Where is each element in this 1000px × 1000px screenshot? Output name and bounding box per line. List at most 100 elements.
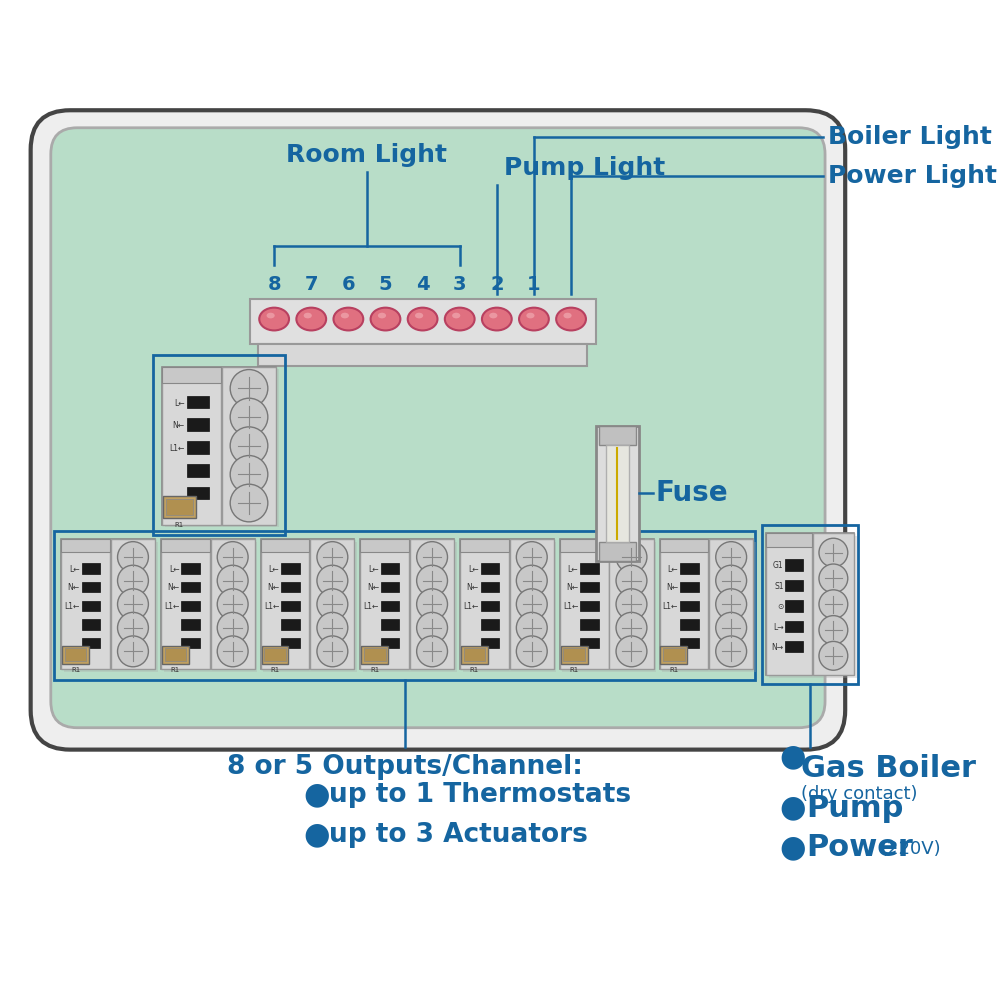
Circle shape <box>516 636 547 667</box>
Text: 3: 3 <box>453 275 466 294</box>
Text: L←: L← <box>174 399 185 408</box>
Ellipse shape <box>482 308 512 330</box>
Text: 6: 6 <box>342 275 355 294</box>
Bar <box>82 619 100 630</box>
Ellipse shape <box>415 313 423 318</box>
Ellipse shape <box>267 313 275 318</box>
Circle shape <box>716 589 747 620</box>
Text: N←: N← <box>172 421 185 430</box>
Ellipse shape <box>526 313 535 318</box>
Circle shape <box>230 427 268 465</box>
Bar <box>460 539 509 669</box>
Text: N←: N← <box>367 583 379 592</box>
Circle shape <box>819 564 848 593</box>
Text: L←: L← <box>169 565 180 574</box>
Text: R1: R1 <box>570 667 579 673</box>
Bar <box>580 601 599 611</box>
Circle shape <box>616 565 647 596</box>
Bar <box>709 539 753 669</box>
Ellipse shape <box>304 313 312 318</box>
Text: (dry contact): (dry contact) <box>801 785 918 803</box>
Circle shape <box>118 636 148 667</box>
Circle shape <box>716 636 747 667</box>
Bar <box>162 367 221 525</box>
Bar <box>165 648 186 661</box>
Ellipse shape <box>445 308 475 330</box>
Text: R1: R1 <box>171 667 180 673</box>
Text: L1←: L1← <box>169 444 185 453</box>
Text: L→: L→ <box>773 623 784 632</box>
Text: L←: L← <box>69 565 80 574</box>
Bar <box>222 367 276 525</box>
Bar <box>463 542 556 672</box>
Text: 1: 1 <box>527 275 541 294</box>
Bar <box>599 542 636 561</box>
Bar <box>162 367 221 383</box>
Bar <box>481 638 499 648</box>
Bar <box>262 646 288 664</box>
Bar <box>181 638 200 648</box>
Text: ⊙: ⊙ <box>777 602 784 611</box>
Text: 8: 8 <box>267 275 281 294</box>
Circle shape <box>317 612 348 643</box>
Bar <box>264 648 286 661</box>
Text: N←: N← <box>267 583 279 592</box>
Text: Room Light: Room Light <box>286 143 447 167</box>
Text: N←: N← <box>666 583 678 592</box>
Bar <box>481 619 499 630</box>
Bar <box>258 344 587 366</box>
Bar <box>181 619 200 630</box>
Bar <box>609 539 654 669</box>
Circle shape <box>217 565 248 596</box>
Bar <box>381 638 399 648</box>
Bar <box>663 648 685 661</box>
Circle shape <box>616 589 647 620</box>
Bar <box>563 648 585 661</box>
Circle shape <box>819 538 848 567</box>
Ellipse shape <box>519 308 549 330</box>
FancyBboxPatch shape <box>51 128 825 728</box>
Text: Power: Power <box>806 833 913 862</box>
Bar <box>163 496 196 518</box>
Text: R1: R1 <box>71 667 80 673</box>
Circle shape <box>417 589 448 620</box>
Ellipse shape <box>371 308 400 330</box>
Bar <box>82 601 100 611</box>
Bar <box>381 563 399 574</box>
Text: R1: R1 <box>270 667 280 673</box>
Bar <box>361 646 388 664</box>
Bar <box>281 638 300 648</box>
Bar <box>381 582 399 592</box>
Bar <box>65 648 86 661</box>
Text: R1: R1 <box>175 522 184 528</box>
Bar <box>62 646 89 664</box>
Ellipse shape <box>563 313 572 318</box>
Text: ●: ● <box>779 742 806 771</box>
Bar <box>580 563 599 574</box>
Bar <box>410 539 454 669</box>
Circle shape <box>230 484 268 522</box>
Text: L1←: L1← <box>563 602 578 611</box>
Circle shape <box>217 542 248 573</box>
Text: up to 1 Thermostats: up to 1 Thermostats <box>329 782 631 808</box>
Circle shape <box>217 589 248 620</box>
Text: 8 or 5 Outputs/Channel:: 8 or 5 Outputs/Channel: <box>227 754 583 780</box>
Circle shape <box>417 565 448 596</box>
Bar <box>261 539 309 552</box>
Circle shape <box>317 565 348 596</box>
Circle shape <box>716 542 747 573</box>
Circle shape <box>819 641 848 670</box>
Bar <box>596 426 639 561</box>
Bar <box>111 539 155 669</box>
Bar <box>766 533 854 675</box>
Bar <box>785 559 803 571</box>
Bar <box>281 563 300 574</box>
Bar <box>263 542 357 672</box>
Bar <box>481 563 499 574</box>
Bar <box>660 646 687 664</box>
Text: Fuse: Fuse <box>655 479 728 507</box>
Bar <box>606 445 629 542</box>
Bar <box>562 542 656 672</box>
Text: N→: N→ <box>772 643 784 652</box>
Bar <box>662 542 756 672</box>
